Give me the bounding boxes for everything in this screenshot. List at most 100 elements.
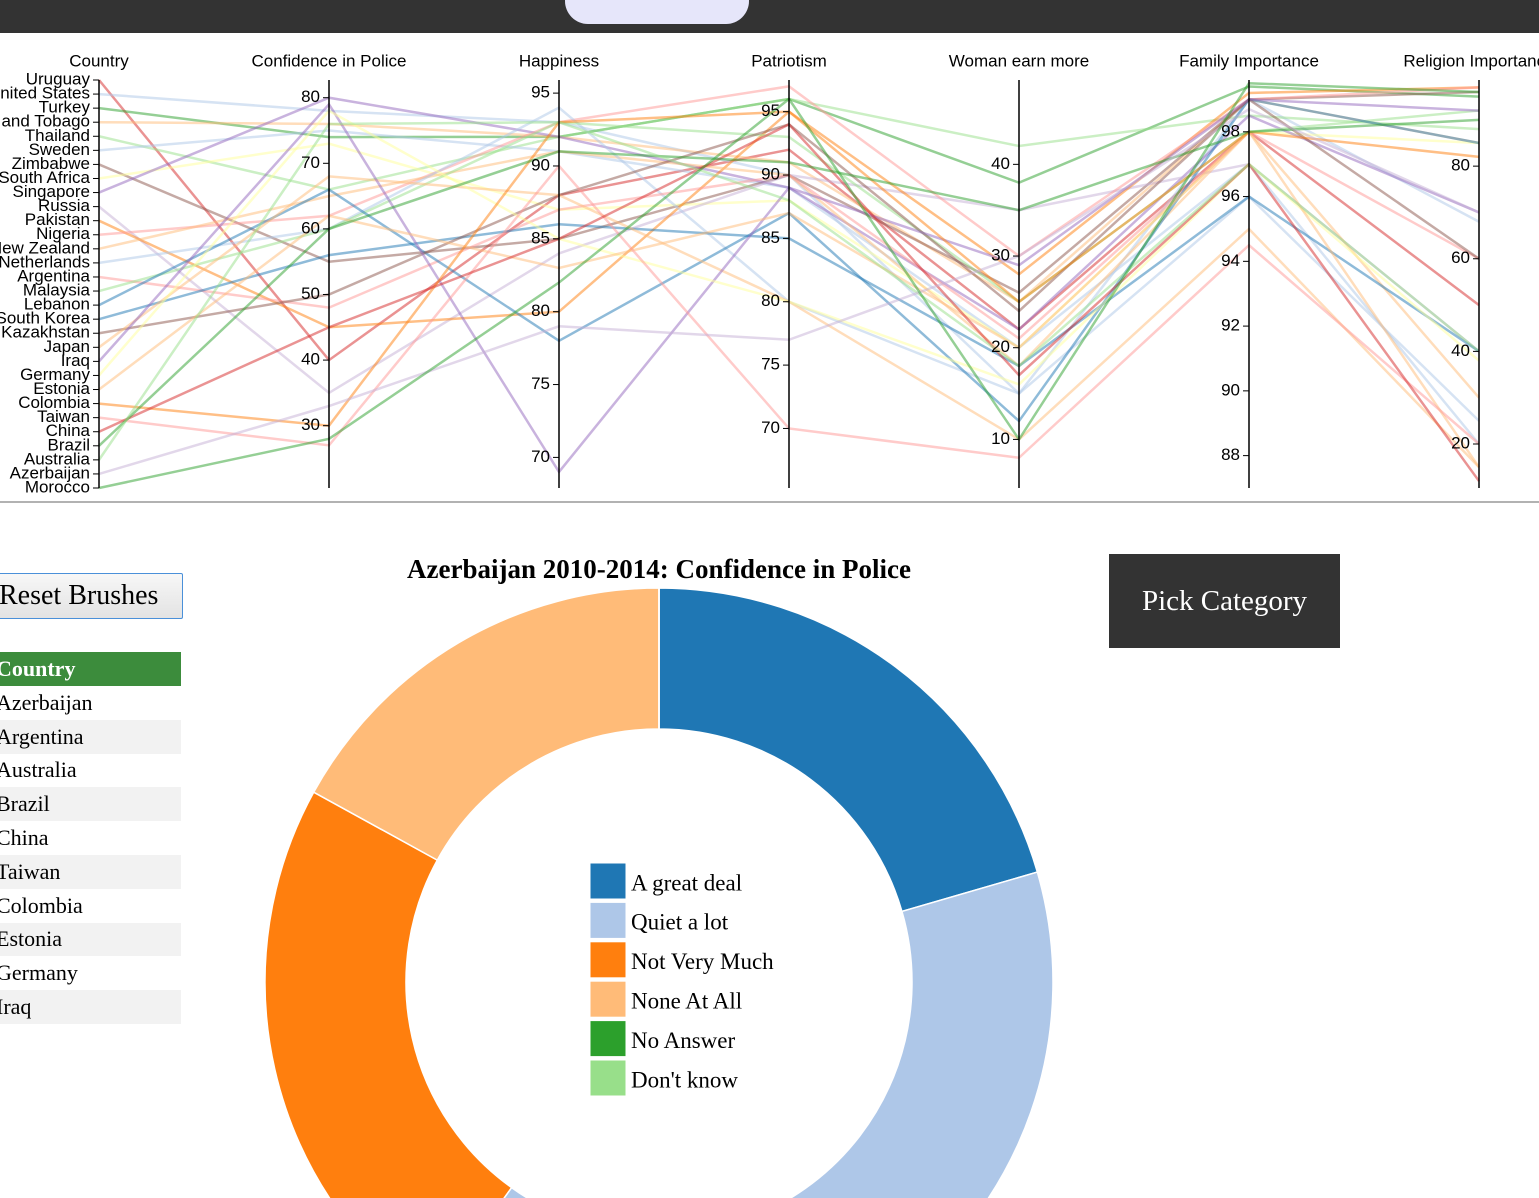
axis-title: Family Importance (1179, 51, 1319, 70)
nav-tab[interactable] (565, 0, 749, 24)
y-tick-label: 80 (531, 301, 550, 320)
table-header: Country (0, 652, 181, 686)
country-tick-label: Estonia (33, 379, 90, 398)
legend-swatch (589, 1020, 627, 1058)
y-tick-label: 95 (761, 101, 780, 120)
reset-brushes-button[interactable]: Reset Brushes (0, 573, 183, 619)
country-tick-label: Morocco (25, 477, 90, 496)
y-tick-label: 90 (1221, 380, 1240, 399)
y-tick-label: 20 (991, 337, 1010, 356)
legend-label: None At All (631, 988, 742, 1013)
table-cell: Colombia (0, 892, 83, 918)
country-tick-label: Sweden (29, 140, 90, 159)
country-tick-label: Colombia (18, 393, 90, 412)
y-tick-label: 75 (531, 374, 550, 393)
y-tick-label: 75 (761, 355, 780, 374)
y-tick-label: 95 (531, 83, 550, 102)
y-tick-label: 70 (301, 153, 320, 172)
table-cell: Azerbaijan (0, 689, 93, 715)
country-tick-label: Iraq (61, 351, 90, 370)
donut-slice (264, 791, 513, 1198)
y-tick-label: 94 (1221, 251, 1240, 270)
y-tick-label: 85 (531, 228, 550, 247)
y-tick-label: 30 (301, 415, 320, 434)
legend-label: Don't know (631, 1067, 738, 1092)
country-tick-label: Uruguay (26, 69, 91, 88)
legend-swatch (589, 1059, 627, 1097)
legend-label: Not Very Much (631, 949, 774, 974)
y-tick-label: 80 (761, 291, 780, 310)
legend-label: A great deal (631, 870, 742, 895)
y-tick-label: 92 (1221, 316, 1240, 335)
top-bar (0, 0, 1539, 33)
table-row[interactable]: Colombia (0, 889, 181, 923)
y-tick-label: 50 (301, 284, 320, 303)
parallel-coordinates: CountryUruguayUnited StatesTurkeyTrinida… (0, 51, 1539, 496)
donut-chart: Azerbaijan 2010-2014: Confidence in Poli… (264, 554, 1054, 1198)
table-row[interactable]: Estonia (0, 922, 181, 957)
country-tick-label: Malaysia (23, 281, 91, 300)
table-cell: China (0, 825, 49, 851)
table-row[interactable]: Australia (0, 754, 181, 788)
table-row[interactable]: Germany (0, 956, 181, 990)
country-tick-label: South Korea (0, 309, 91, 328)
country-tick-label: United States (0, 84, 90, 103)
table-cell: Taiwan (0, 854, 181, 889)
country-tick-label: Netherlands (0, 252, 90, 271)
pick-category-button[interactable]: Pick Category (1109, 554, 1340, 648)
y-tick-label: 88 (1221, 445, 1240, 464)
y-tick-label: 70 (761, 418, 780, 437)
country-tick-label: Japan (44, 337, 90, 356)
table-cell: Germany (0, 960, 78, 986)
table-row[interactable]: Argentina (0, 719, 181, 754)
country-tick-label: Argentina (17, 266, 90, 285)
table-row[interactable]: Brazil (0, 787, 181, 822)
y-tick-label: 40 (991, 154, 1010, 173)
country-tick-label: South Africa (0, 168, 91, 187)
y-tick-label: 40 (1451, 341, 1470, 360)
table-row[interactable]: China (0, 821, 181, 855)
country-tick-label: Germany (20, 365, 90, 384)
axis-title: Patriotism (751, 51, 827, 70)
y-tick-label: 90 (761, 165, 780, 184)
y-tick-label: 10 (991, 429, 1010, 448)
country-tick-label: Thailand (25, 126, 90, 145)
country-tick-label: Trinidad and Tobago (0, 112, 90, 131)
y-tick-label: 98 (1221, 121, 1240, 140)
axis-title: Confidence in Police (252, 51, 407, 70)
y-tick-label: 60 (301, 218, 320, 237)
y-tick-label: 20 (1451, 433, 1470, 452)
table-cell: Iraq (0, 990, 181, 1024)
country-tick-label: New Zealand (0, 238, 90, 257)
y-tick-label: 96 (1221, 186, 1240, 205)
y-tick-label: 85 (761, 228, 780, 247)
y-tick-label: 80 (301, 87, 320, 106)
axis-title: Happiness (519, 51, 599, 70)
axis-title: Religion Importance (1403, 51, 1539, 70)
legend-label: No Answer (631, 1028, 735, 1053)
table-cell: Estonia (0, 922, 181, 957)
donut-title: Azerbaijan 2010-2014: Confidence in Poli… (407, 554, 911, 584)
country-tick-label: Russia (38, 196, 91, 215)
country-table: Country Azerbaijan Argentina Australia Braz… (0, 652, 181, 1024)
country-tick-label: Turkey (39, 98, 91, 117)
donut-slice (312, 587, 660, 862)
legend-swatch (589, 980, 627, 1018)
y-tick-label: 40 (301, 350, 320, 369)
table-row[interactable]: Taiwan (0, 854, 181, 889)
axis-title: Woman earn more (949, 51, 1089, 70)
legend-swatch (589, 941, 627, 979)
table-row[interactable]: Iraq (0, 990, 181, 1024)
table-cell: Argentina (0, 719, 181, 754)
country-tick-label: Lebanon (24, 295, 90, 314)
country-tick-label: Kazakhstan (1, 323, 90, 342)
legend-label: Quiet a lot (631, 910, 729, 935)
legend-swatch (589, 901, 627, 939)
y-tick-label: 30 (991, 246, 1010, 265)
table-row[interactable]: Azerbaijan (0, 686, 181, 720)
y-tick-label: 80 (1451, 156, 1470, 175)
country-tick-label: Singapore (12, 182, 90, 201)
donut-slice (658, 587, 1039, 913)
